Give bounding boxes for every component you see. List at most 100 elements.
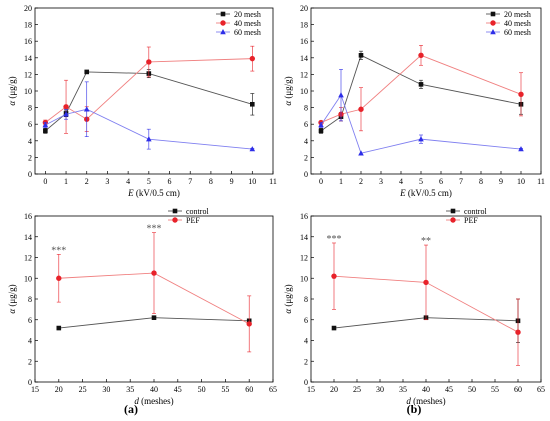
x-tick-label: 8 — [479, 177, 483, 186]
legend-label: PEF — [186, 216, 200, 225]
series-line — [320, 54, 522, 132]
data-point — [318, 122, 324, 128]
significance-label: ** — [421, 236, 431, 247]
y-tick-label: 18 — [300, 21, 308, 30]
x-tick-label: 50 — [198, 385, 206, 394]
x-tick-label: 30 — [102, 385, 110, 394]
y-tick-label: 16 — [300, 212, 308, 221]
data-point — [83, 106, 90, 112]
y-tick-label: 2 — [28, 357, 32, 366]
x-tick-label: 10 — [517, 177, 525, 186]
x-tick-label: 0 — [319, 177, 323, 186]
x-tick-label: 20 — [55, 385, 63, 394]
y-tick-label: 14 — [300, 233, 308, 242]
y-axis-label: α (μg/g) — [7, 76, 17, 105]
data-point — [151, 315, 157, 320]
y-axis-label: α (μg/g) — [7, 284, 17, 313]
x-tick-label: 10 — [248, 177, 256, 186]
y-tick-label: 16 — [24, 37, 32, 46]
data-point — [418, 82, 424, 87]
series-60-mesh — [42, 81, 256, 152]
x-tick-label: 35 — [126, 385, 134, 394]
legend-label: 60 mesh — [504, 28, 531, 37]
y-tick-label: 16 — [24, 212, 32, 221]
x-tick-label: 2 — [359, 177, 363, 186]
y-tick-label: 20 — [24, 4, 32, 13]
data-point — [318, 128, 324, 134]
data-point — [63, 111, 69, 117]
y-tick-label: 12 — [24, 254, 32, 263]
x-tick-label: 7 — [188, 177, 192, 186]
data-point — [56, 275, 62, 281]
data-point — [331, 325, 337, 331]
series-line — [45, 71, 253, 132]
x-tick-label: 1 — [339, 177, 343, 186]
legend-label: 60 mesh — [234, 28, 261, 37]
x-tick-label: 5 — [419, 177, 423, 186]
y-tick-label: 8 — [304, 104, 308, 113]
data-point — [338, 92, 344, 98]
series-PEF — [56, 232, 252, 353]
x-tick-label: 5 — [147, 177, 151, 186]
series-line — [320, 94, 522, 154]
legend-label: 20 mesh — [234, 10, 261, 19]
y-tick-label: 10 — [24, 87, 32, 96]
y-tick-label: 6 — [28, 316, 32, 325]
y-tick-label: 0 — [304, 378, 308, 387]
x-tick-label: 55 — [221, 385, 229, 394]
series-control — [56, 315, 252, 331]
x-tick-label: 2 — [85, 177, 89, 186]
x-tick-label: 1 — [64, 177, 68, 186]
x-tick-label: 3 — [105, 177, 109, 186]
y-tick-label: 16 — [300, 37, 308, 46]
y-tick-label: 2 — [304, 153, 308, 162]
y-tick-label: 12 — [300, 70, 308, 79]
x-tick-label: 4 — [399, 177, 403, 186]
data-point — [151, 270, 157, 276]
y-tick-label: 4 — [304, 337, 308, 346]
y-tick-label: 12 — [24, 70, 32, 79]
legend-marker — [172, 217, 178, 223]
y-tick-label: 0 — [28, 378, 32, 387]
legend-label: control — [464, 207, 487, 216]
x-tick-label: 65 — [537, 385, 545, 394]
x-tick-label: 40 — [150, 385, 158, 394]
data-point — [518, 91, 524, 98]
x-tick-label: 9 — [499, 177, 503, 186]
x-tick-label: 3 — [379, 177, 383, 186]
x-tick-label: 4 — [126, 177, 130, 186]
y-tick-label: 2 — [28, 153, 32, 162]
y-tick-label: 0 — [28, 170, 32, 179]
data-point — [146, 136, 152, 142]
y-tick-label: 0 — [304, 170, 308, 179]
legend-marker — [490, 29, 496, 35]
series-40-mesh — [42, 45, 256, 134]
legend-label: 20 mesh — [504, 10, 531, 19]
legend-marker — [220, 29, 226, 35]
x-tick-label: 6 — [168, 177, 172, 186]
data-point — [249, 146, 256, 152]
y-tick-label: 14 — [24, 233, 32, 242]
y-tick-label: 20 — [300, 4, 308, 13]
y-tick-label: 2 — [304, 357, 308, 366]
significance-label: *** — [147, 224, 162, 235]
x-tick-label: 45 — [174, 385, 182, 394]
chart-panel-3: 15 20 25 30 35 40 45 50 55 60 65 0 2 4 6 8 10 12 14 16 d (me… — [283, 207, 545, 406]
y-tick-label: 4 — [28, 337, 32, 346]
x-tick-label: 8 — [209, 177, 213, 186]
y-axis-label: α (μg/g) — [283, 76, 293, 105]
legend-marker — [450, 217, 456, 223]
data-point — [56, 325, 62, 331]
y-tick-label: 8 — [304, 295, 308, 304]
x-tick-label: 0 — [43, 177, 47, 186]
x-tick-label: 20 — [330, 385, 338, 394]
y-tick-label: 10 — [24, 274, 32, 283]
x-tick-label: 35 — [399, 385, 407, 394]
x-axis-label: E (kV/0.5 cm) — [127, 188, 180, 198]
series-PEF — [331, 242, 521, 366]
